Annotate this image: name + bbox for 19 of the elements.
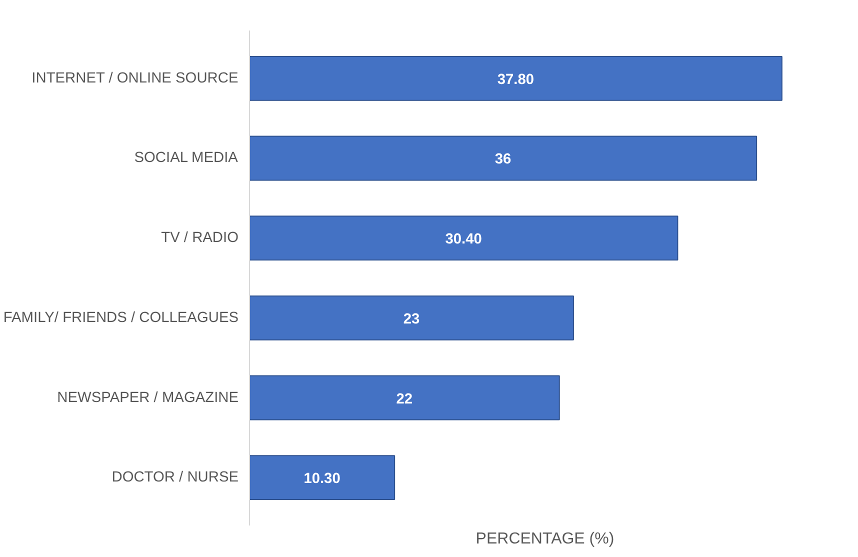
y-tick-label: TV / RADIO [161,230,239,246]
y-tick-label: FAMILY/ FRIENDS / COLLEAGUES [3,310,239,326]
bar [250,455,396,500]
y-tick-label: NEWSPAPER / MAGAZINE [57,390,239,406]
bar [250,56,782,101]
y-tick-label: INTERNET / ONLINE SOURCE [32,70,238,86]
x-axis-title: PERCENTAGE (%) [476,530,614,548]
data-label: 22 [396,391,413,408]
data-label: 10.30 [304,471,340,488]
y-tick-label: DOCTOR / NURSE [112,470,239,486]
bar [250,295,574,340]
bar [250,136,758,181]
bar [250,375,560,420]
data-label: 36 [494,152,512,168]
bar [250,216,678,261]
data-label: 30.40 [445,232,482,248]
data-label: 23 [403,311,420,328]
y-tick-label: SOCIAL MEDIA [134,150,238,166]
data-label: 37.80 [497,72,534,88]
